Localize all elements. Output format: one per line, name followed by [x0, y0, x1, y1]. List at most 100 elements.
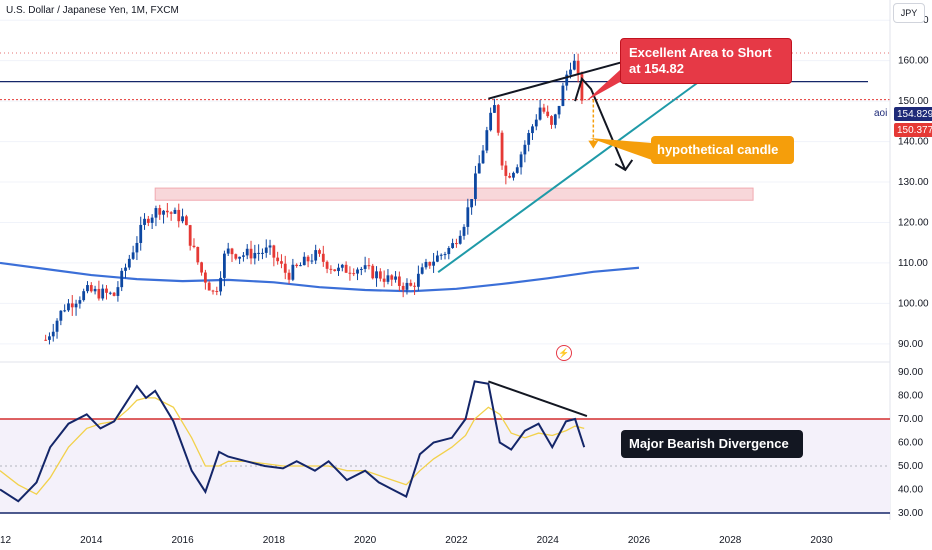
candle-body [150, 217, 154, 223]
candle-body [466, 207, 470, 227]
candle-body [127, 258, 131, 268]
candle-body [226, 248, 230, 254]
candle-body [447, 248, 451, 255]
candle-body [321, 253, 325, 262]
candle-body [420, 267, 424, 274]
candle-body [462, 226, 466, 236]
candle-body [287, 272, 291, 280]
candle-body [561, 85, 565, 106]
candle-body [203, 272, 207, 283]
wedge-lower-trendline [437, 78, 704, 274]
candle-body [348, 272, 352, 274]
current-price-tag: 150.377 [894, 123, 932, 137]
candle-body [508, 175, 512, 178]
divergence-line [488, 380, 588, 417]
candle-body [59, 310, 63, 321]
candle-body [219, 277, 222, 292]
candle-body [135, 242, 139, 253]
candle-body [63, 310, 67, 312]
candle-body [272, 245, 276, 258]
rsi-tick-label: 30.00 [898, 508, 923, 519]
candle-body [534, 119, 538, 127]
candle-body [500, 132, 504, 166]
candle-body [451, 243, 455, 249]
candle-body [108, 292, 112, 294]
time-tick-label: 2028 [719, 535, 742, 546]
candle-body [546, 111, 550, 117]
candle-body [158, 208, 162, 215]
candle-body [557, 105, 561, 115]
currency-button[interactable]: JPY [893, 3, 925, 23]
time-tick-label: 2026 [628, 535, 651, 546]
short-area-callout[interactable]: Excellent Area to Short at 154.82 [620, 38, 792, 84]
candle-body [356, 269, 359, 274]
candle-body [173, 209, 177, 214]
price-tick-label: 100.00 [898, 298, 929, 309]
price-tick-label: 160.00 [898, 56, 929, 67]
candle-body [101, 288, 105, 299]
candle-body [375, 271, 378, 279]
candle-body [215, 290, 219, 292]
rsi-axis: 30.00 40.00 50.00 60.00 70.00 80.00 90.00 [898, 367, 923, 519]
tradingview-logo-icon[interactable]: ⚡ [556, 345, 572, 361]
candle-body [485, 130, 489, 151]
price-tick-label: 140.00 [898, 137, 929, 148]
price-tick-label: 110.00 [898, 258, 928, 269]
moving-average-line [0, 261, 640, 293]
candle-body [458, 235, 462, 244]
candle-body [489, 112, 493, 131]
candle-body [124, 267, 127, 271]
rsi-tick-label: 90.00 [898, 367, 923, 378]
rsi-tick-label: 60.00 [898, 438, 923, 449]
candle-body [257, 252, 261, 254]
candle-body [105, 288, 108, 293]
time-axis: 2012 2014 2016 2018 2020 2022 2024 2026 2028 2030 [0, 535, 833, 546]
candle-body [200, 262, 203, 273]
candle-body [329, 268, 333, 270]
candle-body [515, 167, 519, 173]
candle-body [291, 264, 295, 280]
candle-body [238, 256, 242, 259]
resistance-zone [154, 187, 754, 201]
bearish-divergence-callout[interactable]: Major Bearish Divergence [621, 430, 803, 458]
candle-body [318, 250, 321, 254]
candle-body [565, 74, 569, 86]
candle-body [146, 218, 150, 223]
candle-body [481, 150, 485, 164]
candle-callout-pointer [590, 138, 652, 160]
time-tick-label: 2030 [810, 535, 833, 546]
candle-body [523, 144, 527, 155]
hypothetical-candle-callout[interactable]: hypothetical candle [651, 136, 794, 164]
candle-body [264, 247, 268, 253]
candle-body [572, 60, 576, 70]
aoi-price-tag: 154.829 [894, 107, 932, 121]
candle-body [363, 265, 367, 269]
candle-body [435, 255, 439, 262]
candle-body [382, 278, 386, 282]
candle-body [242, 255, 245, 257]
candle-body [223, 253, 226, 278]
candle-body [553, 114, 557, 125]
candle-body [455, 243, 458, 245]
candle-body [401, 285, 405, 290]
candle-body [55, 320, 59, 332]
candle-body [580, 74, 584, 101]
time-tick-label: 2022 [445, 535, 468, 546]
candle-body [67, 303, 70, 311]
candle-body [302, 256, 306, 266]
candle-body [443, 254, 447, 256]
candle-body [51, 331, 55, 337]
candle-body [192, 245, 196, 248]
candle-body [352, 273, 356, 275]
candle-body [496, 105, 500, 133]
candle-body [169, 212, 173, 214]
candle-body [306, 256, 310, 262]
candle-body [249, 248, 253, 259]
candle-body [325, 261, 329, 269]
candle-body [97, 288, 101, 299]
rsi-tick-label: 40.00 [898, 484, 923, 495]
candle-body [93, 288, 97, 292]
candle-body [196, 247, 200, 263]
candle-body [280, 261, 283, 264]
